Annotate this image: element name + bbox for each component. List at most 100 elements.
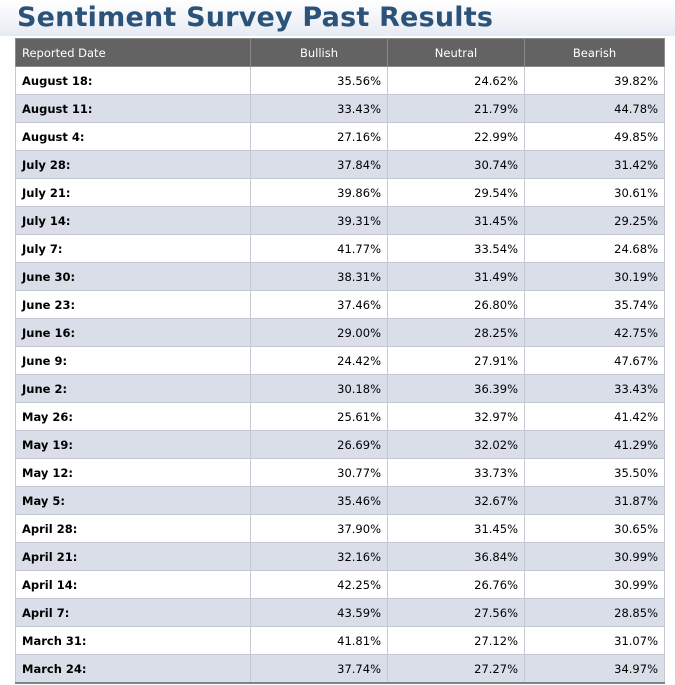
reported-date-cell: May 5: (15, 486, 251, 515)
neutral-cell: 33.54% (387, 234, 525, 263)
reported-date-cell: June 2: (15, 374, 251, 403)
neutral-cell: 36.39% (387, 374, 525, 403)
header-bearish: Bearish (524, 38, 665, 67)
bearish-cell: 31.87% (524, 486, 665, 515)
table-row: April 14: 42.25% 26.76% 30.99% (15, 570, 665, 599)
table-row: August 11: 33.43% 21.79% 44.78% (15, 94, 665, 123)
neutral-cell: 27.12% (387, 626, 525, 655)
table-row: March 24: 37.74% 27.27% 34.97% (15, 654, 665, 684)
bearish-cell: 35.74% (524, 290, 665, 319)
reported-date-cell: May 12: (15, 458, 251, 487)
reported-date-cell: May 19: (15, 430, 251, 459)
table-row: July 21: 39.86% 29.54% 30.61% (15, 178, 665, 207)
bearish-cell: 31.07% (524, 626, 665, 655)
bearish-cell: 49.85% (524, 122, 665, 151)
bullish-cell: 30.18% (250, 374, 388, 403)
reported-date-cell: April 21: (15, 542, 251, 571)
reported-date-cell: August 11: (15, 94, 251, 123)
bearish-cell: 41.42% (524, 402, 665, 431)
table-row: May 26: 25.61% 32.97% 41.42% (15, 402, 665, 431)
header-bullish: Bullish (250, 38, 388, 67)
neutral-cell: 32.02% (387, 430, 525, 459)
bullish-cell: 37.46% (250, 290, 388, 319)
table-row: July 7: 41.77% 33.54% 24.68% (15, 234, 665, 263)
bullish-cell: 42.25% (250, 570, 388, 599)
table-row: June 2: 30.18% 36.39% 33.43% (15, 374, 665, 403)
header-neutral: Neutral (387, 38, 525, 67)
table-row: July 28: 37.84% 30.74% 31.42% (15, 150, 665, 179)
bearish-cell: 30.61% (524, 178, 665, 207)
neutral-cell: 27.56% (387, 598, 525, 627)
neutral-cell: 28.25% (387, 318, 525, 347)
reported-date-cell: April 14: (15, 570, 251, 599)
table-row: August 18: 35.56% 24.62% 39.82% (15, 66, 665, 95)
bullish-cell: 30.77% (250, 458, 388, 487)
table-row: April 21: 32.16% 36.84% 30.99% (15, 542, 665, 571)
sentiment-results-table: Reported Date Bullish Neutral Bearish Au… (15, 38, 665, 684)
table-row: April 7: 43.59% 27.56% 28.85% (15, 598, 665, 627)
bullish-cell: 27.16% (250, 122, 388, 151)
neutral-cell: 21.79% (387, 94, 525, 123)
table-row: March 31: 41.81% 27.12% 31.07% (15, 626, 665, 655)
page-title: Sentiment Survey Past Results (17, 2, 494, 33)
neutral-cell: 31.45% (387, 514, 525, 543)
reported-date-cell: August 18: (15, 66, 251, 95)
table-row: June 9: 24.42% 27.91% 47.67% (15, 346, 665, 375)
neutral-cell: 31.45% (387, 206, 525, 235)
table-row: May 19: 26.69% 32.02% 41.29% (15, 430, 665, 459)
bearish-cell: 44.78% (524, 94, 665, 123)
bullish-cell: 37.84% (250, 150, 388, 179)
reported-date-cell: June 23: (15, 290, 251, 319)
table-row: June 16: 29.00% 28.25% 42.75% (15, 318, 665, 347)
table-row: July 14: 39.31% 31.45% 29.25% (15, 206, 665, 235)
neutral-cell: 29.54% (387, 178, 525, 207)
table-row: April 28: 37.90% 31.45% 30.65% (15, 514, 665, 543)
bullish-cell: 39.86% (250, 178, 388, 207)
bearish-cell: 30.99% (524, 570, 665, 599)
bearish-cell: 31.42% (524, 150, 665, 179)
bullish-cell: 26.69% (250, 430, 388, 459)
table-body: August 18: 35.56% 24.62% 39.82% August 11: 33… (15, 66, 665, 684)
table-header-row: Reported Date Bullish Neutral Bearish (15, 38, 665, 67)
reported-date-cell: June 9: (15, 346, 251, 375)
title-band (0, 0, 675, 36)
neutral-cell: 26.76% (387, 570, 525, 599)
bearish-cell: 34.97% (524, 654, 665, 684)
reported-date-cell: July 7: (15, 234, 251, 263)
table-row: June 23: 37.46% 26.80% 35.74% (15, 290, 665, 319)
reported-date-cell: June 16: (15, 318, 251, 347)
neutral-cell: 32.97% (387, 402, 525, 431)
neutral-cell: 27.91% (387, 346, 525, 375)
neutral-cell: 27.27% (387, 654, 525, 684)
neutral-cell: 26.80% (387, 290, 525, 319)
bullish-cell: 29.00% (250, 318, 388, 347)
reported-date-cell: July 21: (15, 178, 251, 207)
reported-date-cell: April 28: (15, 514, 251, 543)
bearish-cell: 35.50% (524, 458, 665, 487)
bullish-cell: 25.61% (250, 402, 388, 431)
bullish-cell: 37.74% (250, 654, 388, 684)
neutral-cell: 22.99% (387, 122, 525, 151)
reported-date-cell: June 30: (15, 262, 251, 291)
bullish-cell: 35.56% (250, 66, 388, 95)
reported-date-cell: April 7: (15, 598, 251, 627)
reported-date-cell: August 4: (15, 122, 251, 151)
reported-date-cell: March 24: (15, 654, 251, 684)
reported-date-cell: July 28: (15, 150, 251, 179)
bullish-cell: 37.90% (250, 514, 388, 543)
bearish-cell: 28.85% (524, 598, 665, 627)
bullish-cell: 32.16% (250, 542, 388, 571)
neutral-cell: 31.49% (387, 262, 525, 291)
table-row: June 30: 38.31% 31.49% 30.19% (15, 262, 665, 291)
bullish-cell: 33.43% (250, 94, 388, 123)
table-row: May 12: 30.77% 33.73% 35.50% (15, 458, 665, 487)
bullish-cell: 35.46% (250, 486, 388, 515)
reported-date-cell: May 26: (15, 402, 251, 431)
bullish-cell: 41.81% (250, 626, 388, 655)
neutral-cell: 30.74% (387, 150, 525, 179)
bearish-cell: 42.75% (524, 318, 665, 347)
neutral-cell: 24.62% (387, 66, 525, 95)
bullish-cell: 24.42% (250, 346, 388, 375)
header-reported-date: Reported Date (15, 38, 251, 67)
bullish-cell: 41.77% (250, 234, 388, 263)
